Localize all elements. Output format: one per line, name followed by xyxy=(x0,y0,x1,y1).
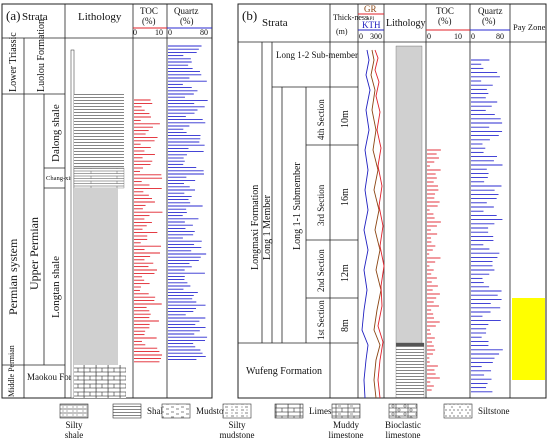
luolou-formation-label: Luolou Formation xyxy=(36,19,47,92)
longmaxi-formation-label: Longmaxi Formation xyxy=(250,185,261,270)
section-3rd-label: 3rd Section xyxy=(316,184,326,226)
long1-2-submember-label: Long 1-2 Sub-member xyxy=(276,50,358,60)
legend-swatch-silty-mudstone xyxy=(222,403,252,419)
section-1st-label: 1st Section xyxy=(316,300,326,340)
lithology-header-a: Lithology xyxy=(78,11,122,23)
quartz-header-b: Quartz xyxy=(478,6,503,16)
quartz-min-a: 0 xyxy=(168,28,172,37)
maokou-formation-label: Maokou Formation xyxy=(27,372,97,382)
gamma-min: 0 xyxy=(359,32,363,41)
panel-a: (a) Strata Lithology TOC (%) 0 10 Quartz… xyxy=(1,3,213,399)
legend-label-silty-mudstone: Silty mudstone xyxy=(220,420,255,440)
thickness-10m: 10m xyxy=(340,110,351,128)
section-4th-label: 4th Section xyxy=(316,99,326,140)
changxing-label: Chang-xing xyxy=(46,175,77,182)
legend-swatch-siltstone xyxy=(443,403,473,419)
quartz-min-b: 0 xyxy=(471,32,475,41)
gr-curve xyxy=(370,49,382,399)
thickness-header: Thick-ness xyxy=(333,13,368,22)
thickness-16m: 16m xyxy=(340,188,351,206)
toc-bars-b xyxy=(427,149,441,391)
long1-member-label: Long 1 Member xyxy=(262,194,273,260)
upper-permian-label: Upper Permian xyxy=(27,217,41,290)
legend-label-shale: Shale xyxy=(147,406,167,416)
toc-header-a: TOC xyxy=(140,6,158,16)
toc-unit-b: (%) xyxy=(438,16,452,26)
lithology-header-b: Lithology xyxy=(386,18,425,29)
legend-swatch-bioclastic-limestone xyxy=(388,403,418,419)
legend-label-bioclastic-limestone: Bioclastic limestone xyxy=(385,420,421,440)
quartz-max-a: 80 xyxy=(200,28,208,37)
panel-b-label: (b) xyxy=(242,8,257,23)
gr-header: GR xyxy=(364,4,377,14)
pay-zone-marker xyxy=(512,298,545,380)
quartz-max-b: 80 xyxy=(496,32,504,41)
longtan-shale-label: Longtan shale xyxy=(50,256,62,318)
toc-min-a: 0 xyxy=(133,28,137,37)
panel-b: (b) Strata Thick-ness (m) GR API KTH 0 3… xyxy=(237,3,547,399)
toc-bars-a xyxy=(134,99,163,363)
kth-header: KTH xyxy=(362,20,381,30)
legend-label-mudstone: Mudstone xyxy=(196,406,232,416)
middle-permian-label: Middle Permian xyxy=(7,345,16,397)
legend-swatch-shale xyxy=(112,403,142,419)
quartz-unit-a: (%) xyxy=(180,16,194,26)
thickness-12m: 12m xyxy=(340,264,351,282)
panel-a-label: (a) xyxy=(6,8,20,23)
thickness-unit: (m) xyxy=(336,27,348,36)
toc-max-b: 10 xyxy=(454,32,462,41)
toc-header-b: TOC xyxy=(436,6,454,16)
red-curve xyxy=(374,49,385,399)
toc-min-b: 0 xyxy=(427,32,431,41)
gamma-max: 300 xyxy=(370,32,382,41)
legend-label-muddy-limestone: Muddy limestone xyxy=(329,420,364,440)
long1-1-submember-label: Long 1-1 Submember xyxy=(292,162,303,250)
wufeng-formation-label: Wufeng Formation xyxy=(246,366,322,377)
gr-unit: API xyxy=(366,17,374,22)
legend: Silty shale Shale Mudstone Silty mudstone Lime… xyxy=(59,403,510,440)
dalong-shale-label: Dalong shale xyxy=(50,104,62,162)
strata-header-a: Strata xyxy=(22,11,48,23)
quartz-unit-b: (%) xyxy=(482,16,496,26)
legend-swatch-limestone xyxy=(274,403,304,419)
thickness-8m: 8m xyxy=(340,319,351,332)
permian-system-label: Permian system xyxy=(6,238,20,315)
section-2nd-label: 2nd Section xyxy=(316,249,326,292)
legend-label-silty-shale: Silty shale xyxy=(65,420,84,440)
legend-swatch-silty-shale xyxy=(59,403,89,419)
kth-curve xyxy=(361,49,371,399)
legend-label-siltstone: Siltstone xyxy=(478,406,510,416)
quartz-header-a: Quartz xyxy=(174,6,199,16)
strata-header-b: Strata xyxy=(262,17,288,29)
toc-max-a: 10 xyxy=(155,28,163,37)
quartz-bars-b xyxy=(471,59,503,393)
toc-unit-a: (%) xyxy=(142,16,156,26)
legend-swatch-mudstone xyxy=(161,403,191,419)
lower-triassic-label: Lower Triassic xyxy=(8,32,19,92)
quartz-bars-a xyxy=(168,45,208,361)
legend-label-limestone: Limestone xyxy=(309,406,347,416)
pay-zone-header: Pay Zone xyxy=(513,22,546,32)
legend-swatch-muddy-limestone xyxy=(331,403,361,419)
